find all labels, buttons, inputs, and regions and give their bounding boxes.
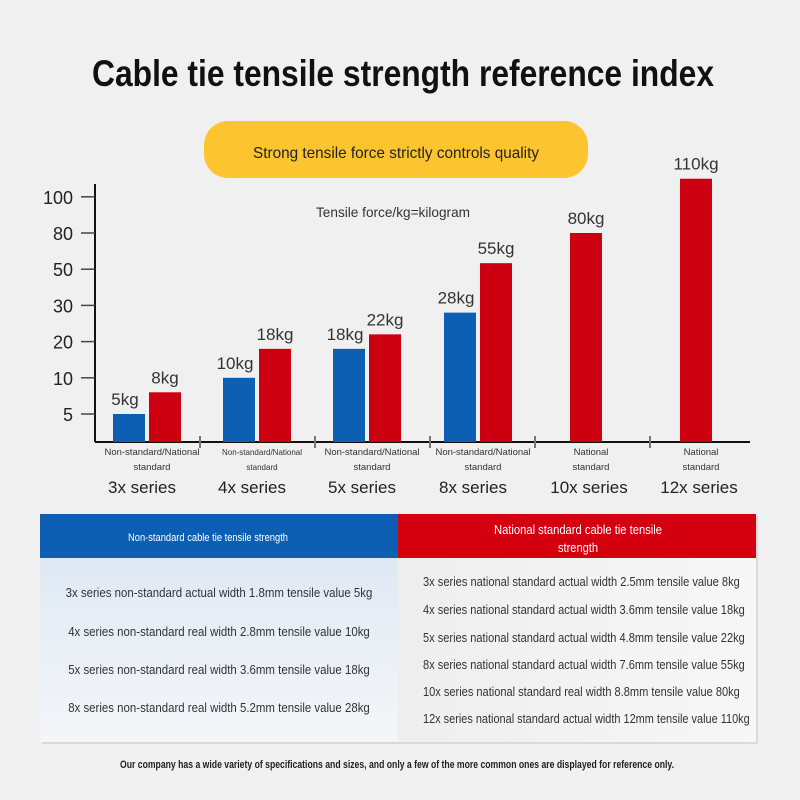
- bar-value-label: 5kg: [111, 390, 138, 409]
- right-header-text-line2: strength: [558, 540, 598, 555]
- bar-national-standard: [259, 348, 291, 442]
- category-label: 10x series: [550, 478, 627, 497]
- bar-value-label: 55kg: [478, 239, 515, 258]
- bar-non-standard: [444, 312, 476, 442]
- bar-national-standard: [480, 263, 512, 442]
- bar-value-label: 28kg: [438, 289, 475, 308]
- left-body: [40, 558, 398, 742]
- table-row-national-standard: 10x series national standard real width …: [423, 685, 740, 699]
- left-header-text: Non-standard cable tie tensile strength: [128, 532, 288, 544]
- table-row-non-standard: 3x series non-standard actual width 1.8m…: [66, 586, 373, 600]
- bar-value-label: 80kg: [568, 209, 605, 228]
- bar-non-standard: [333, 348, 365, 442]
- y-tick-label: 5: [63, 405, 73, 425]
- unit-annotation: Tensile force/kg=kilogram: [316, 204, 470, 220]
- bar-chart: Tensile force/kg=kilogram 5 10 20 30 50 80 100…: [43, 155, 750, 497]
- right-body: [398, 558, 756, 742]
- comparison-table: Non-standard cable tie tensile strength …: [40, 514, 758, 744]
- table-row-national-standard: 12x series national standard actual widt…: [423, 712, 750, 726]
- y-tick-label: 50: [53, 260, 73, 280]
- category-sublabel: Non-standard/National: [104, 447, 199, 458]
- table-row-national-standard: 5x series national standard actual width…: [423, 631, 745, 645]
- banner-text: Strong tensile force strictly controls q…: [253, 145, 539, 162]
- category-label: 4x series: [218, 478, 286, 497]
- category-sublabel: National: [574, 447, 609, 458]
- bar-value-label: 18kg: [327, 325, 364, 344]
- bar-value-label: 8kg: [151, 368, 178, 387]
- right-header-text-line1: National standard cable tie tensile: [494, 522, 662, 537]
- table-row-national-standard: 3x series national standard actual width…: [423, 575, 740, 589]
- category-label: 5x series: [328, 478, 396, 497]
- bar-national-standard: [570, 233, 602, 442]
- category-sublabel: standard: [134, 462, 171, 473]
- bar-non-standard: [113, 414, 145, 442]
- table-row-non-standard: 5x series non-standard real width 3.6mm …: [68, 663, 370, 677]
- banner: [204, 121, 588, 178]
- bar-national-standard: [149, 392, 181, 442]
- right-header: [398, 514, 756, 558]
- category-sublabel: standard: [683, 462, 720, 473]
- category-sublabel: National: [684, 447, 719, 458]
- y-tick-label: 100: [43, 188, 73, 208]
- category-sublabel: standard: [573, 462, 610, 473]
- footer-note: Our company has a wide variety of specif…: [120, 759, 674, 771]
- bar-value-label: 18kg: [257, 325, 294, 344]
- category-sublabel: standard: [246, 463, 277, 472]
- category-sublabel: Non-standard/National: [435, 447, 530, 458]
- y-tick-label: 80: [53, 224, 73, 244]
- bar-value-label: 22kg: [367, 310, 404, 329]
- category-sublabel: Non-standard/National: [324, 447, 419, 458]
- category-label: 12x series: [660, 478, 737, 497]
- bar-non-standard: [223, 377, 255, 442]
- bar-national-standard: [369, 334, 401, 442]
- table-row-national-standard: 4x series national standard actual width…: [423, 603, 745, 617]
- table-row-non-standard: 8x series non-standard real width 5.2mm …: [68, 701, 370, 715]
- left-header: [40, 514, 398, 558]
- bar-value-label: 110kg: [673, 155, 718, 174]
- category-label: 8x series: [439, 478, 507, 497]
- category-sublabel: standard: [465, 462, 502, 473]
- category-label: 3x series: [108, 478, 176, 497]
- page-title: Cable tie tensile strength reference ind…: [92, 53, 714, 94]
- bar-value-label: 10kg: [217, 354, 254, 373]
- table-row-national-standard: 8x series national standard actual width…: [423, 658, 745, 672]
- table-row-non-standard: 4x series non-standard real width 2.8mm …: [68, 625, 370, 639]
- y-tick-label: 30: [53, 296, 73, 316]
- category-sublabel: Non-standard/National: [222, 448, 302, 457]
- category-sublabel: standard: [354, 462, 391, 473]
- bar-national-standard: [680, 178, 712, 442]
- y-tick-label: 20: [53, 333, 73, 353]
- y-tick-label: 10: [53, 369, 73, 389]
